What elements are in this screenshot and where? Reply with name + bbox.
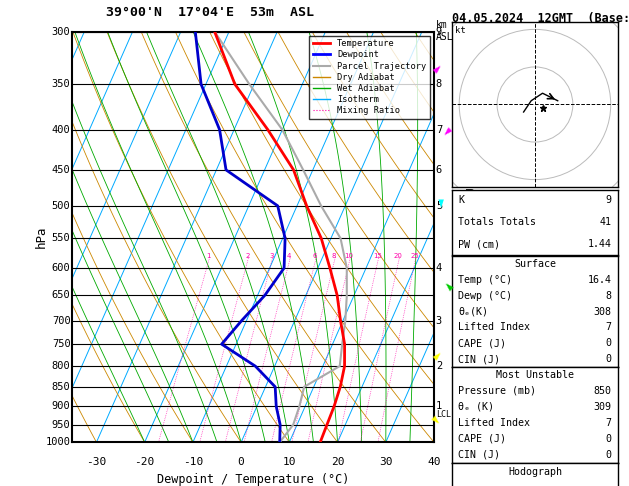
Text: Dewpoint / Temperature (°C): Dewpoint / Temperature (°C) xyxy=(157,473,349,486)
Text: CAPE (J): CAPE (J) xyxy=(459,434,506,444)
Text: 0: 0 xyxy=(238,457,245,467)
Text: 16.4: 16.4 xyxy=(587,275,611,285)
Text: 900: 900 xyxy=(52,401,70,411)
Text: 7: 7 xyxy=(606,418,611,428)
Text: 450: 450 xyxy=(52,165,70,175)
Text: 950: 950 xyxy=(52,420,70,430)
Text: 650: 650 xyxy=(52,290,70,300)
Text: 2: 2 xyxy=(436,361,442,371)
Text: 1000: 1000 xyxy=(45,437,70,447)
Text: 0: 0 xyxy=(606,434,611,444)
Text: 3: 3 xyxy=(269,253,274,259)
Text: 10: 10 xyxy=(345,253,353,259)
Text: 25: 25 xyxy=(411,253,420,259)
Text: 700: 700 xyxy=(52,315,70,326)
Text: 20: 20 xyxy=(331,457,344,467)
Text: 3: 3 xyxy=(436,315,442,326)
Text: ◄: ◄ xyxy=(441,125,454,139)
Text: 850: 850 xyxy=(594,386,611,396)
Text: 4: 4 xyxy=(287,253,291,259)
Text: 30: 30 xyxy=(379,457,392,467)
Text: Hodograph: Hodograph xyxy=(508,468,562,477)
Text: 7: 7 xyxy=(606,322,611,332)
Text: Pressure (mb): Pressure (mb) xyxy=(459,386,537,396)
Text: 15: 15 xyxy=(373,253,382,259)
Text: 750: 750 xyxy=(52,339,70,349)
Text: 10: 10 xyxy=(282,457,296,467)
Text: PW (cm): PW (cm) xyxy=(459,239,500,249)
Text: Lifted Index: Lifted Index xyxy=(459,322,530,332)
Text: CIN (J): CIN (J) xyxy=(459,450,500,460)
Text: 309: 309 xyxy=(594,402,611,412)
Text: θₑ(K): θₑ(K) xyxy=(459,307,488,316)
Text: hPa: hPa xyxy=(35,226,48,248)
Text: 8: 8 xyxy=(332,253,337,259)
Text: 400: 400 xyxy=(52,125,70,135)
Text: -20: -20 xyxy=(135,457,155,467)
Text: 20: 20 xyxy=(394,253,403,259)
Text: 9: 9 xyxy=(606,195,611,206)
Text: 8: 8 xyxy=(606,291,611,301)
Text: 39°00'N  17°04'E  53m  ASL: 39°00'N 17°04'E 53m ASL xyxy=(106,6,314,19)
Text: 1: 1 xyxy=(206,253,211,259)
Text: 308: 308 xyxy=(594,307,611,316)
Text: 500: 500 xyxy=(52,201,70,211)
Text: ◄: ◄ xyxy=(430,412,443,425)
Text: ◄: ◄ xyxy=(437,199,447,208)
Text: ASL: ASL xyxy=(436,32,454,42)
Text: kt: kt xyxy=(455,26,466,35)
Text: K: K xyxy=(459,195,464,206)
Text: 04.05.2024  12GMT  (Base: 12): 04.05.2024 12GMT (Base: 12) xyxy=(452,12,629,25)
Text: 600: 600 xyxy=(52,263,70,273)
Text: 850: 850 xyxy=(52,382,70,392)
Legend: Temperature, Dewpoint, Parcel Trajectory, Dry Adiabat, Wet Adiabat, Isotherm, Mi: Temperature, Dewpoint, Parcel Trajectory… xyxy=(309,36,430,119)
Text: 41: 41 xyxy=(599,217,611,227)
Text: 7: 7 xyxy=(436,125,442,135)
Text: 550: 550 xyxy=(52,233,70,243)
Text: Mixing Ratio (g/kg): Mixing Ratio (g/kg) xyxy=(465,181,475,293)
Text: 300: 300 xyxy=(52,27,70,36)
Text: km: km xyxy=(436,19,448,30)
Text: 0: 0 xyxy=(606,354,611,364)
Text: Lifted Index: Lifted Index xyxy=(459,418,530,428)
Text: -30: -30 xyxy=(86,457,106,467)
Text: θₑ (K): θₑ (K) xyxy=(459,402,494,412)
Text: CAPE (J): CAPE (J) xyxy=(459,338,506,348)
Text: 350: 350 xyxy=(52,79,70,89)
Text: CIN (J): CIN (J) xyxy=(459,354,500,364)
Text: 9: 9 xyxy=(436,27,442,36)
Text: Temp (°C): Temp (°C) xyxy=(459,275,512,285)
Text: ◄: ◄ xyxy=(441,279,454,293)
Text: -10: -10 xyxy=(183,457,203,467)
Text: ◄: ◄ xyxy=(430,61,443,74)
Text: 8: 8 xyxy=(436,79,442,89)
Text: 4: 4 xyxy=(436,263,442,273)
Text: 2: 2 xyxy=(245,253,250,259)
Text: 6: 6 xyxy=(313,253,317,259)
Text: Most Unstable: Most Unstable xyxy=(496,370,574,380)
Text: 800: 800 xyxy=(52,361,70,371)
Text: LCL: LCL xyxy=(436,411,451,419)
Text: 6: 6 xyxy=(436,165,442,175)
Text: Dewp (°C): Dewp (°C) xyxy=(459,291,512,301)
Text: Surface: Surface xyxy=(514,259,556,269)
Text: 1: 1 xyxy=(436,401,442,411)
Text: ◄: ◄ xyxy=(430,347,443,361)
Text: 0: 0 xyxy=(606,450,611,460)
Text: 40: 40 xyxy=(427,457,441,467)
Text: Totals Totals: Totals Totals xyxy=(459,217,537,227)
Text: 5: 5 xyxy=(436,201,442,211)
Text: 0: 0 xyxy=(606,338,611,348)
Text: 1.44: 1.44 xyxy=(587,239,611,249)
